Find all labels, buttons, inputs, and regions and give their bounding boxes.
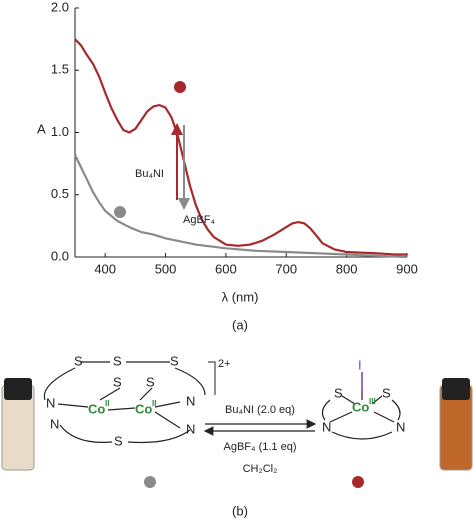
x-tick-label: 500	[155, 261, 177, 276]
y-axis-label: A	[37, 121, 46, 136]
annotation: AgBF₄	[183, 214, 216, 226]
y-tick-label: 1.0	[51, 124, 69, 139]
reagent: AgBF₄ (1.1 eq)	[224, 441, 297, 453]
x-tick-label: 900	[396, 261, 418, 276]
oxidation-state: III	[369, 397, 376, 406]
plot: 0.0 0.5 1.0 1.5 2.0 400 500 600 700 800 900	[51, 0, 418, 276]
oxidation-state: II	[152, 399, 156, 408]
metal: Co	[352, 399, 369, 414]
bonds	[43, 361, 206, 444]
atom: S	[170, 353, 179, 368]
atom: S	[114, 433, 123, 448]
atom: S	[334, 385, 343, 400]
panel-label: (a)	[232, 317, 248, 332]
atom: N	[46, 395, 55, 410]
gray-dot	[144, 476, 156, 488]
atom: N	[50, 416, 59, 431]
y-tick-label: 0.0	[51, 248, 69, 263]
atom: I	[358, 357, 362, 372]
atom: S	[382, 385, 391, 400]
y-tick-label: 2.0	[51, 0, 69, 14]
x-tick-label: 600	[215, 261, 237, 276]
gray-dot	[114, 206, 126, 218]
annotation: Bu₄NI	[135, 168, 164, 180]
red-dot	[352, 476, 364, 488]
atom: N	[322, 419, 331, 434]
y-tick-label: 0.5	[51, 186, 69, 201]
vial-cap	[442, 378, 470, 400]
series-line	[74, 154, 408, 259]
reagent: Bu₄NI (2.0 eq)	[225, 404, 295, 416]
y-tick-label: 1.5	[51, 62, 69, 77]
metal: Co	[135, 401, 152, 416]
vial-cap	[4, 378, 32, 400]
bracket	[208, 361, 216, 395]
atom: S	[113, 374, 122, 389]
panel-label: (b)	[232, 503, 248, 518]
atom: N	[186, 421, 195, 436]
atom: S	[146, 374, 155, 389]
atom: N	[396, 419, 405, 434]
atom: S	[74, 353, 83, 368]
x-axis-label: λ (nm)	[222, 289, 259, 304]
x-tick-label: 400	[94, 261, 116, 276]
x-tick-label: 800	[336, 261, 358, 276]
atom: N	[186, 393, 195, 408]
series-line	[74, 38, 407, 256]
charge: 2+	[218, 358, 231, 370]
solvent: CH₂Cl₂	[243, 463, 278, 475]
oxidation-state: II	[105, 399, 109, 408]
red-dot	[174, 81, 186, 93]
x-tick-label: 700	[275, 261, 297, 276]
atom: S	[113, 353, 122, 368]
metal: Co	[88, 401, 105, 416]
